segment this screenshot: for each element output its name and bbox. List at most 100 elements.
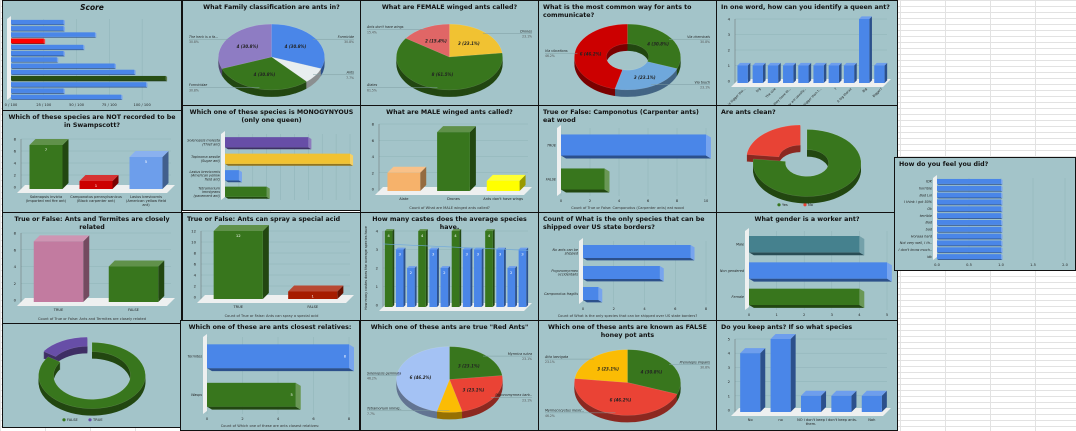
bar-end xyxy=(295,382,301,410)
chart-title: Which one of these species is MONOGYNYOU… xyxy=(189,109,354,124)
callout-label: Ants xyxy=(346,71,355,75)
bar-front xyxy=(225,170,239,181)
text-line: 3 (23.1%) xyxy=(597,366,619,371)
chart-keep-ants[interactable]: Do you keep ants? If so what species 0 1 2 3… xyxy=(716,320,898,431)
chart-female-winged-ants[interactable]: What are FEMALE winged ants called? 3 (23… xyxy=(360,0,539,106)
chart-plot: 0 2 4 6 8 7 Solenopsis invicta (Imported red fi… xyxy=(14,137,175,207)
y-tick-label: IDK xyxy=(926,180,933,184)
text-line: Via touch xyxy=(694,80,710,84)
chart-ants-clean[interactable]: Are ants clean? Yes No xyxy=(716,105,898,213)
bar-front xyxy=(11,82,147,87)
data-label: 4 xyxy=(488,233,491,238)
bar-front xyxy=(800,395,822,412)
chart-true-false-donut[interactable]: FALSE TRUE xyxy=(2,323,182,428)
chart-shipped[interactable]: Count of What is the only species that c… xyxy=(538,212,717,321)
chart-red-ants[interactable]: Which one of these ants are true "Red An… xyxy=(360,320,539,431)
y-tick-label: 2 xyxy=(14,173,17,178)
data-label: 12 xyxy=(236,233,241,238)
y-tick-label: Bad xyxy=(925,221,932,225)
chart-footnote: Count of True or False: Ants can spray a… xyxy=(224,314,319,318)
chart-honey-pot[interactable]: Which one of these ants are known as FAL… xyxy=(538,320,717,431)
chart-male-winged-ants[interactable]: What are MALE winged ants called? 0 2 4 6 8 Al… xyxy=(360,105,539,213)
bar xyxy=(418,229,428,307)
legend-marker xyxy=(777,203,781,207)
bar-end xyxy=(83,44,85,51)
x-tick-label: 50 / 100 xyxy=(69,103,85,107)
text-line: 2 xyxy=(510,270,513,275)
bar-end xyxy=(1001,185,1003,192)
text-line: 3 xyxy=(521,252,524,257)
bar-front xyxy=(749,262,887,279)
text-line: 4 xyxy=(194,273,197,278)
y-tick-label: 2 xyxy=(372,170,375,175)
bar-end xyxy=(94,32,97,38)
text-line: 2 xyxy=(410,270,413,275)
bar-side xyxy=(83,235,90,302)
x-tick-label: Camponotus pennsylvanicus (Black carpente… xyxy=(70,195,122,203)
chart-special-acid[interactable]: True or False: Ants can spray a special … xyxy=(182,212,361,321)
text-line: 4 xyxy=(372,154,375,159)
callout-percent: 23.1% xyxy=(522,35,532,39)
y-tick-label: 6 xyxy=(14,247,17,252)
text-line: How many castes does the average species… xyxy=(364,226,368,310)
bar-top xyxy=(859,16,872,19)
legend-marker xyxy=(62,418,66,422)
pie-slice xyxy=(405,23,450,58)
chart-castes[interactable]: How many castes does the average species… xyxy=(360,212,539,321)
text-line: Ants don't have wings xyxy=(483,197,523,201)
bar-bottom xyxy=(207,406,301,410)
chart-feel[interactable]: How do you feel you did? 0.0 0.5 1.0 1.5 2.0 I… xyxy=(894,157,1076,271)
bar-front xyxy=(225,186,267,197)
chart-termites[interactable]: True or False: Ants and Termites are clo… xyxy=(2,212,182,324)
text-line: Formicidae xyxy=(189,83,207,87)
chart-closest-relatives[interactable]: Which one of these are ants closest rela… xyxy=(180,320,360,431)
chart-plot: 0 2 4 6 8 No ants can be shipped Pogonomyrmex oc… xyxy=(544,238,708,311)
chart-camponotus[interactable]: True or False: Camponotus (Carpenter ant… xyxy=(538,105,717,213)
bar xyxy=(507,266,517,307)
bar-side xyxy=(459,229,462,307)
text-line: ...is bigger tha... xyxy=(725,87,746,105)
chart-title: In one word, how can you identify a quee… xyxy=(721,4,890,11)
text-line: 0 / 100 xyxy=(5,103,18,107)
callout-percent: 30.8% xyxy=(700,366,710,370)
chart-title: Which one of these are ants closest rela… xyxy=(188,324,352,331)
bar-side xyxy=(414,266,417,307)
bar-bottom xyxy=(583,258,695,261)
text-line: 6 xyxy=(14,149,17,154)
data-label: 1 xyxy=(95,183,98,188)
y-tick-label: 0 xyxy=(14,298,17,303)
chart-worker-gender[interactable]: What gender is a worker ant? 0 1 2 3 4 5 Male No… xyxy=(716,212,898,321)
y-tick-label: Female xyxy=(732,295,744,299)
bar-front xyxy=(937,247,1001,253)
chart-family-classification[interactable]: What Family classification are ants in? 4… xyxy=(182,0,361,106)
bar-front xyxy=(937,192,1001,198)
text-line: 2 xyxy=(241,417,243,421)
bar-side xyxy=(481,247,484,307)
bar-front xyxy=(518,249,527,307)
y-tick-label: bad xyxy=(926,228,933,232)
bar-bottom xyxy=(937,259,1003,260)
data-label: 2 xyxy=(410,270,413,275)
chart-monogynous[interactable]: Which one of these species is MONOGYNYOU… xyxy=(182,105,361,211)
bar-front xyxy=(108,266,159,302)
y-tick-label: 2 xyxy=(728,379,731,384)
text-line: 6 xyxy=(372,138,375,143)
bar-top xyxy=(418,229,428,231)
bar-side xyxy=(492,229,495,307)
text-line: 3 (23.1%) xyxy=(463,387,485,392)
text-line: Pogonomyrmex barb.. xyxy=(495,393,532,397)
bar-top xyxy=(29,139,69,145)
bar-end xyxy=(114,63,116,69)
bar-front xyxy=(485,231,493,307)
bar xyxy=(737,62,751,83)
bar-bottom xyxy=(11,24,65,26)
pie-slice xyxy=(752,129,862,197)
bar-bottom xyxy=(937,211,1003,213)
chart-swampscott[interactable]: Which of these species are NOT recorded … xyxy=(2,110,182,213)
text-line: 3 (23.1%) xyxy=(634,75,656,80)
chart-communicate[interactable]: What is the most common way for ants to … xyxy=(538,0,717,106)
chart-queen-ant[interactable]: In one word, how can you identify a quee… xyxy=(716,0,898,106)
pie-slice xyxy=(271,23,325,69)
chart-score[interactable]: Score 0 / 100 25 / 100 50 / 100 75 / 100 100 … xyxy=(2,0,182,111)
text-line: Lasius brevicornis xyxy=(130,195,162,199)
